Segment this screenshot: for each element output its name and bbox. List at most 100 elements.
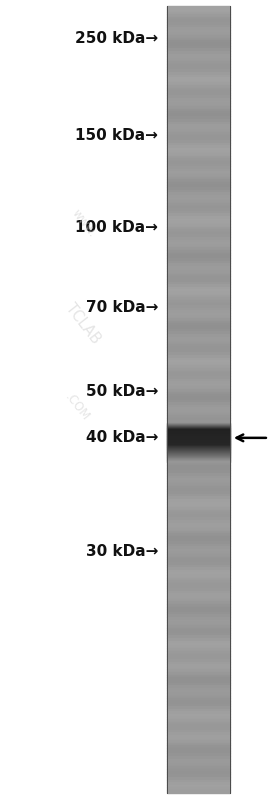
Bar	[167, 565, 230, 567]
Bar	[167, 678, 230, 680]
Bar	[167, 25, 230, 27]
Bar	[167, 195, 230, 197]
Text: www.: www.	[69, 207, 99, 240]
Bar	[167, 19, 230, 22]
Bar	[167, 266, 230, 268]
Bar	[167, 258, 230, 260]
Bar	[167, 384, 230, 387]
Bar	[167, 481, 230, 483]
Bar	[167, 609, 230, 612]
Bar	[167, 612, 230, 614]
Bar	[167, 630, 230, 633]
Bar	[167, 643, 230, 646]
Bar	[167, 515, 230, 518]
Bar	[167, 562, 230, 565]
Text: 30 kDa→: 30 kDa→	[86, 544, 158, 559]
Bar	[167, 504, 230, 507]
Bar	[167, 567, 230, 570]
Bar	[167, 471, 230, 473]
Bar	[167, 434, 230, 436]
Bar	[167, 575, 230, 578]
Bar	[167, 423, 230, 426]
Bar	[167, 276, 230, 279]
Bar	[167, 769, 230, 772]
Bar	[167, 263, 230, 266]
Bar	[167, 428, 230, 431]
Bar	[167, 633, 230, 635]
Bar	[167, 547, 230, 549]
Bar	[167, 512, 230, 515]
Bar	[167, 688, 230, 690]
Bar	[167, 625, 230, 627]
Bar	[167, 35, 230, 38]
Bar	[167, 336, 230, 340]
Bar	[167, 9, 230, 12]
Bar	[167, 520, 230, 523]
Bar	[167, 242, 230, 244]
Bar	[167, 436, 230, 439]
Bar	[167, 651, 230, 654]
Bar	[167, 536, 230, 539]
Bar	[167, 719, 230, 721]
Bar	[167, 733, 230, 735]
Bar	[167, 313, 230, 316]
Bar	[167, 287, 230, 289]
Bar	[167, 376, 230, 379]
Bar	[167, 365, 230, 368]
Bar	[167, 711, 230, 714]
Bar	[167, 43, 230, 46]
Bar	[167, 431, 230, 434]
Bar	[167, 635, 230, 638]
Bar	[167, 539, 230, 541]
Bar	[167, 463, 230, 465]
Bar	[167, 455, 230, 457]
Bar	[167, 292, 230, 295]
Bar	[167, 334, 230, 336]
Bar	[167, 397, 230, 400]
Bar	[167, 780, 230, 782]
Bar	[167, 268, 230, 271]
Bar	[167, 672, 230, 674]
Bar	[167, 117, 230, 119]
Bar	[167, 27, 230, 30]
Bar	[167, 129, 230, 132]
Bar	[167, 209, 230, 211]
Bar	[167, 321, 230, 324]
Bar	[167, 664, 230, 667]
Bar	[167, 30, 230, 33]
Bar	[167, 232, 230, 234]
Bar	[167, 551, 230, 555]
Bar	[167, 33, 230, 35]
Bar	[167, 381, 230, 384]
Bar	[167, 559, 230, 562]
Bar	[167, 721, 230, 725]
Bar	[167, 93, 230, 96]
Bar	[167, 158, 230, 161]
Bar	[167, 106, 230, 109]
Bar	[167, 12, 230, 14]
Bar	[167, 690, 230, 693]
Bar	[167, 531, 230, 533]
Bar	[167, 132, 230, 135]
Bar	[167, 392, 230, 394]
Bar	[167, 38, 230, 41]
Bar	[167, 85, 230, 88]
Bar	[167, 541, 230, 543]
Bar	[167, 507, 230, 510]
Bar	[167, 727, 230, 729]
Bar	[167, 46, 230, 48]
Bar	[167, 596, 230, 598]
Bar	[167, 420, 230, 423]
Bar	[167, 725, 230, 727]
Bar	[167, 627, 230, 630]
Bar	[167, 358, 230, 360]
Bar	[167, 48, 230, 51]
Bar	[167, 654, 230, 656]
Bar	[167, 465, 230, 467]
Bar	[167, 260, 230, 263]
Bar	[167, 185, 230, 187]
Bar	[167, 405, 230, 407]
Bar	[167, 407, 230, 410]
Bar	[167, 190, 230, 193]
Bar	[167, 787, 230, 790]
